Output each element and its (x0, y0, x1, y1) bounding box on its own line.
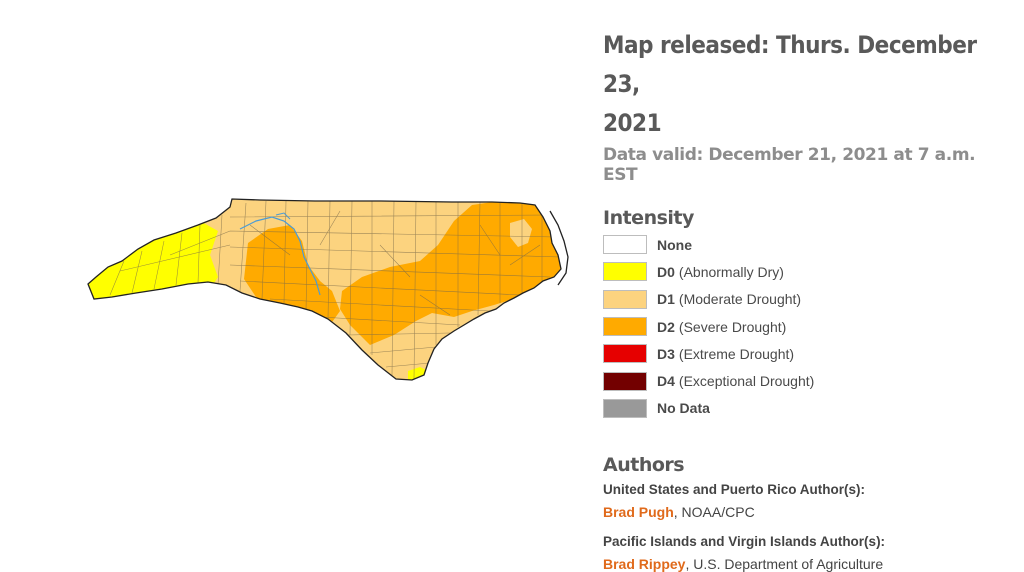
author-org: , U.S. Department of Agriculture (685, 556, 884, 572)
author-link-brad-rippey[interactable]: Brad Rippey (603, 556, 686, 572)
legend-code: D2 (657, 318, 675, 335)
legend-swatch (603, 371, 647, 391)
legend-code: D3 (657, 345, 675, 362)
north-carolina-map (87, 198, 569, 381)
legend-swatch (603, 317, 647, 337)
legend-swatch (603, 235, 647, 255)
release-date-line2: 2021 (603, 109, 662, 137)
author-link-brad-pugh[interactable]: Brad Pugh (603, 504, 674, 521)
legend-desc: (Exceptional Drought) (678, 373, 815, 390)
legend-item-no-data: No Data (603, 395, 1003, 422)
legend-item-d1: D1 (Moderate Drought) (603, 286, 1003, 313)
legend-item-d4: D4 (Exceptional Drought) (603, 367, 1003, 394)
legend-desc: (Extreme Drought) (678, 345, 795, 362)
intensity-heading: Intensity (603, 207, 694, 229)
legend-desc: (Moderate Drought) (678, 291, 802, 308)
pacific-author-line: Brad Rippey, U.S. Department of Agricult… (603, 556, 1003, 572)
map-info-panel: Map released: Thurs. December 23, 2021 D… (603, 26, 1003, 572)
legend-code: None (657, 236, 692, 253)
legend-swatch (603, 289, 647, 309)
drought-map (80, 185, 580, 395)
legend-item-d3: D3 (Extreme Drought) (603, 340, 1003, 367)
legend-swatch (603, 398, 647, 418)
intensity-legend: None D0 (Abnormally Dry) D1 (Moderate Dr… (603, 231, 1003, 422)
legend-item-d0: D0 (Abnormally Dry) (603, 258, 1003, 285)
legend-swatch (603, 344, 647, 364)
legend-item-d2: D2 (Severe Drought) (603, 313, 1003, 340)
legend-desc: (Abnormally Dry) (678, 263, 784, 280)
legend-code: No Data (657, 400, 710, 417)
pacific-authors-label: Pacific Islands and Virgin Islands Autho… (603, 534, 886, 550)
legend-code: D0 (657, 263, 675, 280)
us-author-line: Brad Pugh, NOAA/CPC (603, 504, 1003, 520)
authors-heading: Authors (603, 454, 685, 477)
data-valid-date: Data valid: December 21, 2021 at 7 a.m. … (603, 145, 976, 185)
legend-code: D1 (657, 291, 675, 308)
us-authors-label: United States and Puerto Rico Author(s): (603, 482, 866, 498)
legend-code: D4 (657, 373, 675, 390)
legend-swatch (603, 262, 647, 282)
author-org: , NOAA/CPC (673, 504, 755, 521)
legend-desc: (Severe Drought) (678, 318, 787, 335)
legend-item-none: None (603, 231, 1003, 258)
release-date-line1: Map released: Thurs. December 23, (603, 31, 977, 98)
